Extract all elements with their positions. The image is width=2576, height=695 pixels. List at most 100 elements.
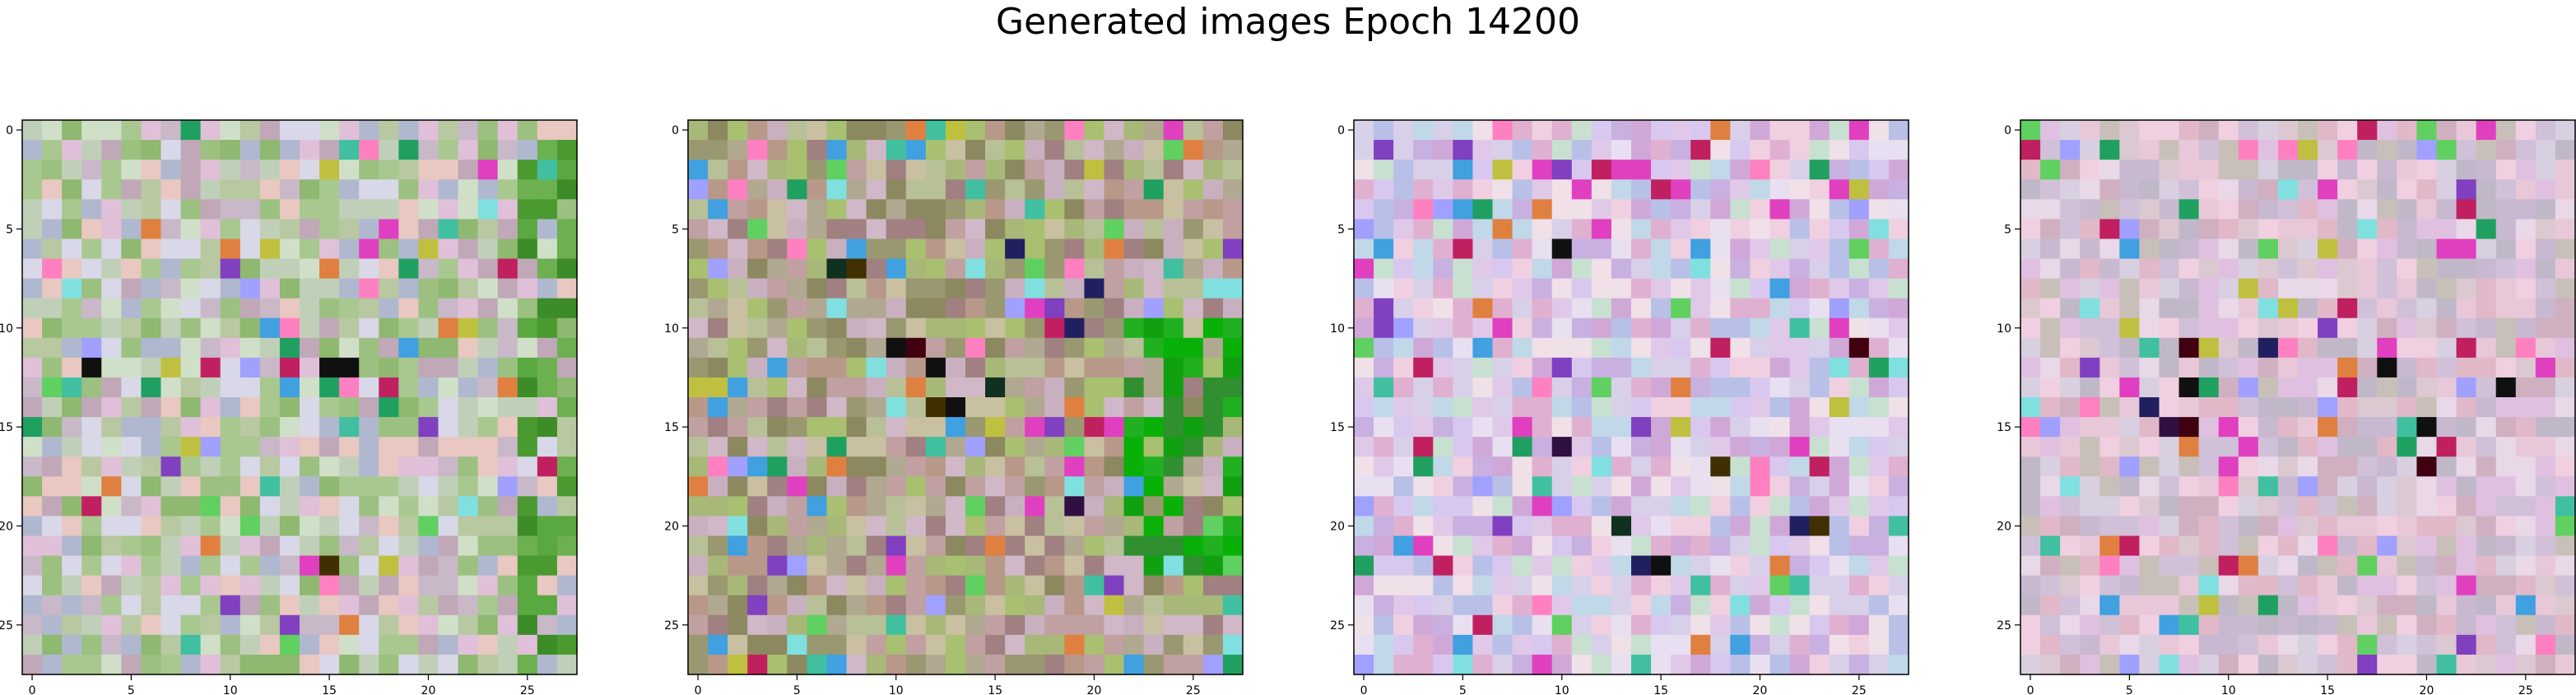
pixel-cell bbox=[200, 595, 221, 616]
pixel-cell bbox=[141, 120, 162, 141]
pixel-cell bbox=[160, 298, 182, 319]
pixel-cell bbox=[2040, 160, 2061, 180]
pixel-cell bbox=[2515, 555, 2536, 577]
pixel-cell bbox=[1143, 317, 1165, 339]
pixel-cell bbox=[1123, 357, 1145, 378]
pixel-cell bbox=[1453, 634, 1474, 656]
pixel-cell bbox=[1532, 337, 1553, 359]
pixel-cell bbox=[1005, 278, 1025, 299]
pixel-cell bbox=[379, 634, 399, 656]
pixel-cell bbox=[2555, 555, 2576, 577]
pixel-cell bbox=[1809, 555, 1830, 577]
pixel-cell bbox=[965, 239, 986, 260]
pixel-cell bbox=[81, 298, 102, 319]
pixel-cell bbox=[458, 535, 479, 557]
axes-frame bbox=[1353, 119, 1909, 675]
pixel-cell bbox=[121, 397, 142, 418]
pixel-cell bbox=[1084, 120, 1105, 141]
pixel-cell bbox=[1829, 456, 1850, 477]
pixel-cell bbox=[1750, 654, 1771, 675]
pixel-cell bbox=[62, 555, 82, 577]
pixel-cell bbox=[1472, 634, 1494, 656]
pixel-cell bbox=[2495, 120, 2517, 141]
pixel-cell bbox=[1710, 614, 1731, 636]
pixel-cell bbox=[1571, 417, 1593, 438]
pixel-cell bbox=[1848, 140, 1870, 160]
pixel-cell bbox=[22, 634, 43, 656]
pixel-cell bbox=[2436, 397, 2457, 418]
pixel-cell bbox=[2060, 120, 2081, 141]
pixel-cell bbox=[787, 140, 808, 160]
pixel-cell bbox=[2178, 337, 2200, 359]
pixel-cell bbox=[2139, 437, 2160, 457]
pixel-cell bbox=[2476, 317, 2497, 339]
pixel-cell bbox=[708, 140, 728, 160]
pixel-cell bbox=[42, 357, 63, 378]
pixel-cell bbox=[42, 337, 63, 359]
pixel-cell bbox=[2318, 595, 2338, 616]
pixel-cell bbox=[2099, 575, 2120, 596]
pixel-cell bbox=[1084, 456, 1105, 477]
pixel-cell bbox=[1025, 634, 1045, 656]
pixel-cell bbox=[2238, 179, 2259, 200]
pixel-cell bbox=[1044, 357, 1065, 378]
pixel-cell bbox=[2515, 199, 2536, 220]
pixel-cell bbox=[1750, 456, 1771, 477]
pixel-cell bbox=[747, 337, 768, 359]
pixel-cell bbox=[1064, 575, 1086, 596]
pixel-cell bbox=[866, 417, 887, 438]
pixel-cell bbox=[62, 357, 82, 378]
pixel-cell bbox=[2080, 634, 2100, 656]
pixel-cell bbox=[1163, 219, 1184, 240]
pixel-cell bbox=[300, 417, 320, 438]
pixel-cell bbox=[1453, 654, 1474, 675]
pixel-cell bbox=[708, 397, 728, 418]
pixel-cell bbox=[1512, 377, 1533, 398]
pixel-cell bbox=[1868, 357, 1890, 378]
pixel-cell bbox=[2198, 357, 2220, 378]
pixel-cell bbox=[1829, 258, 1850, 280]
pixel-cell bbox=[180, 397, 202, 418]
pixel-cell bbox=[1829, 634, 1850, 656]
pixel-cell bbox=[2060, 555, 2081, 577]
pixel-cell bbox=[2495, 199, 2517, 220]
pixel-cell bbox=[22, 199, 43, 220]
pixel-cell bbox=[787, 120, 808, 141]
pixel-cell bbox=[1064, 298, 1086, 319]
pixel-cell bbox=[1651, 456, 1672, 477]
pixel-cell bbox=[359, 337, 379, 359]
pixel-cell bbox=[2337, 476, 2358, 497]
pixel-cell bbox=[279, 317, 300, 339]
pixel-cell bbox=[22, 397, 43, 418]
pixel-cell bbox=[398, 278, 420, 299]
pixel-cell bbox=[2357, 634, 2378, 656]
pixel-cell bbox=[2318, 317, 2338, 339]
pixel-cell bbox=[1025, 614, 1045, 636]
pixel-cell bbox=[2099, 555, 2120, 577]
pixel-cell bbox=[160, 555, 182, 577]
pixel-cell bbox=[2495, 614, 2517, 636]
pixel-cell bbox=[2060, 317, 2081, 339]
pixel-cell bbox=[458, 595, 479, 616]
pixel-cell bbox=[1492, 516, 1514, 537]
pixel-cell bbox=[1123, 298, 1145, 319]
pixel-cell bbox=[1789, 298, 1811, 319]
pixel-cell bbox=[2020, 654, 2041, 675]
pixel-cell bbox=[2060, 179, 2081, 200]
pixel-cell bbox=[2535, 120, 2556, 141]
pixel-cell bbox=[1374, 317, 1394, 339]
pixel-cell bbox=[319, 595, 340, 616]
pixel-cell bbox=[121, 377, 142, 398]
pixel-cell bbox=[1730, 278, 1751, 299]
pixel-cell bbox=[1354, 654, 1374, 675]
pixel-cell bbox=[1809, 456, 1830, 477]
pixel-cell bbox=[1044, 239, 1065, 260]
pixel-cell bbox=[1044, 535, 1065, 557]
pixel-cell bbox=[2139, 278, 2160, 299]
pixel-cell bbox=[279, 496, 300, 517]
pixel-cell bbox=[905, 555, 927, 577]
pixel-cell bbox=[1084, 140, 1105, 160]
pixel-cell bbox=[1809, 179, 1830, 200]
pixel-cell bbox=[1064, 278, 1086, 299]
